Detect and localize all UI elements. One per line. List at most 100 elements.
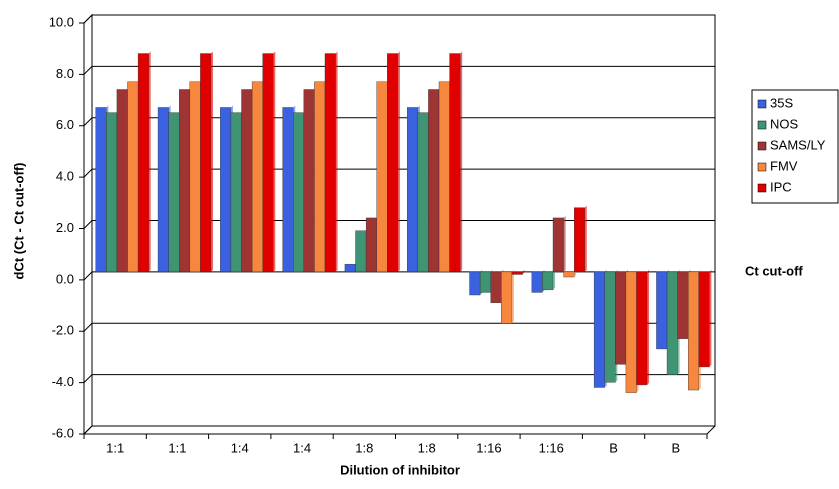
x-tick-label: 1:16 [476,440,501,455]
x-tick-label: 1:16 [539,440,564,455]
legend-swatch [757,141,767,151]
bar-side [273,51,276,272]
grid-line [83,168,715,178]
bar [387,53,399,273]
bar [574,207,585,273]
x-axis-label: Dilution of inhibitor [340,462,460,477]
legend-label: 35S [770,95,793,110]
bar [490,271,502,303]
bar [625,271,637,393]
x-axis-floor [84,425,716,435]
bar [314,81,326,273]
y-tick-label: 0.0 [56,271,74,286]
bar [303,89,315,273]
bar [511,271,523,275]
bar [479,271,491,293]
bar [469,271,481,296]
bar [127,81,139,273]
legend-swatch [757,183,767,193]
legend-label: IPC [770,179,792,194]
bar-side [709,269,712,367]
bar [95,107,107,273]
bar [189,81,201,273]
bar-side [553,269,556,290]
legend-label: FMV [770,158,798,173]
bar [552,217,564,273]
bar [428,89,440,273]
y-tick-label: 8.0 [56,66,74,81]
grid-line [83,65,715,75]
bar [449,53,461,273]
bar [241,89,253,273]
bar [698,271,710,368]
bar [365,217,377,273]
bar-side [460,51,463,272]
bar-side [563,215,566,272]
grid-line [83,374,715,383]
bar [116,89,128,273]
bar [666,271,678,375]
bar [220,107,232,273]
bar [542,271,554,291]
x-tick-label: 1:1 [106,440,124,455]
x-tick-label: B [672,440,681,455]
bar [293,112,305,273]
bar [438,81,450,273]
bar-side [522,269,525,275]
bar [179,89,191,273]
bar [106,112,118,273]
bar-side [584,205,587,272]
bar [168,112,180,273]
bar-side [148,51,151,272]
legend-swatch [757,120,767,130]
bar [604,271,616,383]
grid-line [83,220,715,229]
bar-side [397,51,400,272]
bar [501,271,513,324]
bar [376,81,388,273]
grid-line [83,117,715,127]
legend-label: SAMS/LY [770,137,826,152]
y-tick-label: -2.0 [52,323,74,338]
bar [282,107,294,273]
bar [262,53,274,273]
grid-line [83,425,715,435]
y-tick-label: 2.0 [56,220,74,235]
y-tick-label: -6.0 [52,425,74,440]
bar [407,107,419,273]
legend-label: NOS [770,116,799,131]
bar-side [210,51,213,272]
bar-side [511,269,514,324]
bar [593,271,605,388]
bar [200,53,212,273]
bar [230,112,242,273]
y-tick-label: 4.0 [56,169,74,184]
annotation: Ct cut-off [745,263,803,278]
legend-box [751,89,839,204]
grid-line [83,14,715,24]
y-tick-label: -4.0 [52,374,74,389]
bar [636,271,648,386]
bar [251,81,263,273]
legend-swatch [757,99,767,109]
bar [531,271,543,293]
x-tick-label: 1:1 [168,440,186,455]
legend-swatch [757,162,767,172]
x-tick-label: 1:4 [293,440,311,455]
bar [615,271,627,365]
x-tick-label: 1:8 [418,440,436,455]
bar [137,53,149,273]
bar [157,107,169,273]
bar [324,53,336,273]
bar [417,112,429,273]
y-tick-label: 10.0 [49,14,74,29]
x-tick-label: 1:8 [355,440,373,455]
bar [656,271,668,350]
y-axis-label: dCt (Ct - Ct cut-off) [11,163,26,280]
x-tick-label: B [609,440,618,455]
bar [688,271,700,391]
x-tick-label: 1:4 [231,440,249,455]
y-tick-label: 6.0 [56,117,74,132]
bar [355,230,367,273]
